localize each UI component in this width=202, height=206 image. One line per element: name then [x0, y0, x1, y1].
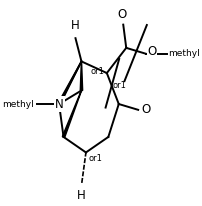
Text: or1: or1 [90, 67, 104, 76]
Text: O: O [147, 45, 156, 58]
Polygon shape [62, 90, 82, 138]
Text: H: H [71, 19, 80, 32]
Text: methyl: methyl [168, 49, 200, 58]
Polygon shape [58, 61, 82, 105]
Text: O: O [141, 103, 150, 116]
Polygon shape [80, 61, 83, 90]
Text: N: N [55, 97, 63, 111]
Text: or1: or1 [113, 81, 127, 90]
Text: O: O [117, 8, 126, 21]
Text: or1: or1 [89, 154, 103, 163]
Text: methyl: methyl [2, 99, 34, 109]
Text: H: H [77, 189, 86, 202]
